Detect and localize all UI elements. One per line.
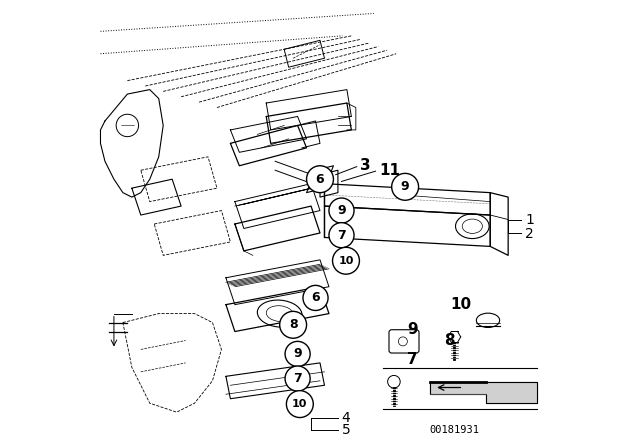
Circle shape [307,166,333,193]
Text: 8: 8 [445,333,455,348]
Text: 6: 6 [311,291,320,305]
Text: 7: 7 [293,372,302,385]
Circle shape [280,311,307,338]
Text: 4: 4 [342,410,350,425]
Circle shape [392,173,419,200]
Text: 9: 9 [337,204,346,217]
Polygon shape [430,382,538,403]
Text: 3: 3 [360,158,371,173]
Text: 9: 9 [407,322,418,337]
Text: 7: 7 [337,228,346,242]
Circle shape [287,391,314,418]
Text: 11: 11 [379,163,400,178]
Text: 10: 10 [339,256,354,266]
Circle shape [333,247,360,274]
Text: 5: 5 [342,423,350,437]
Text: 2: 2 [525,227,534,241]
Text: 6: 6 [316,172,324,186]
Circle shape [329,223,354,248]
Circle shape [285,366,310,391]
Text: 1: 1 [525,212,534,227]
Text: 9: 9 [401,180,410,194]
Circle shape [329,198,354,223]
Text: 00181931: 00181931 [429,425,479,435]
Text: 10: 10 [450,297,471,312]
Text: 9: 9 [293,347,302,361]
Text: 10: 10 [292,399,308,409]
Circle shape [303,285,328,310]
Text: 7: 7 [407,352,418,367]
Circle shape [285,341,310,366]
Text: 8: 8 [289,318,298,332]
